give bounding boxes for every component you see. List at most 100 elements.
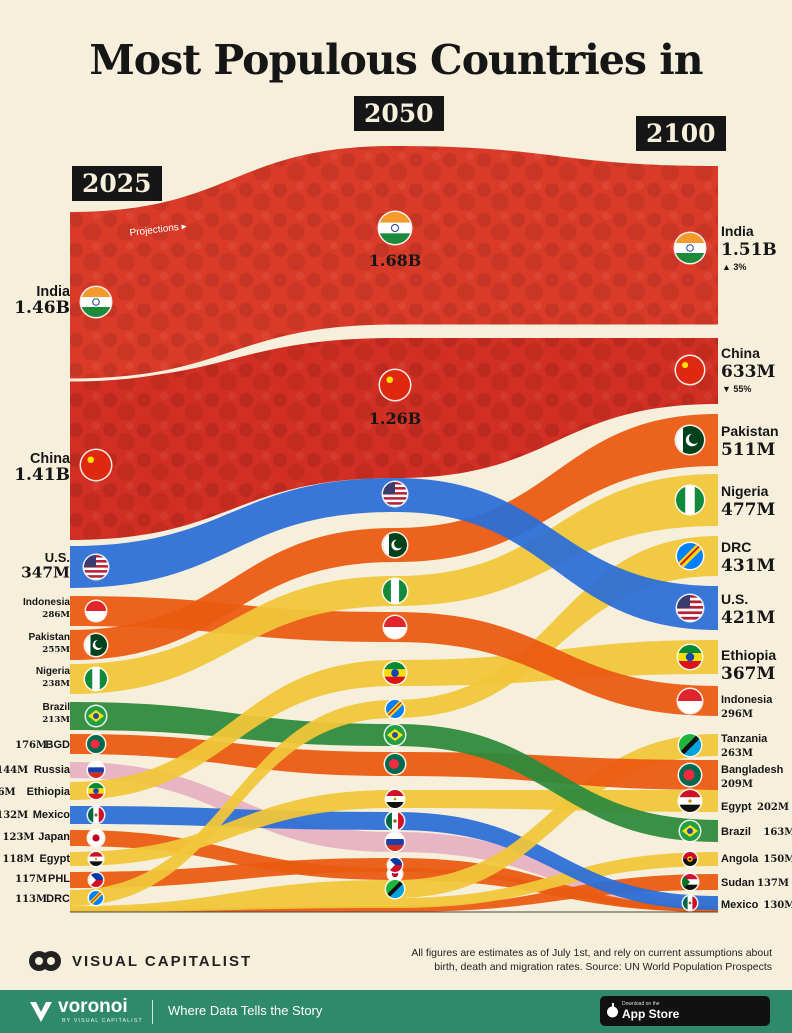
flag-ethiopia-2025-art [88, 783, 104, 799]
flag-indonesia-2050-stripe [384, 627, 406, 638]
flag-tanzania-2050-art [386, 880, 404, 898]
label-2025-india-name: India [36, 284, 71, 300]
app-store-text: App Store [622, 1007, 680, 1021]
crowd-texture-china-a [70, 338, 395, 540]
flag-russia-2050-stripe [386, 833, 404, 839]
flag-us-2025 [82, 553, 110, 581]
flag-ethiopia-2050-stripe [384, 676, 406, 684]
label-2100-pakistan-value: 511M [721, 440, 775, 460]
flag-pakistan-2025 [83, 632, 109, 658]
flag-india-2025-stripe [81, 297, 111, 307]
band-nigeria-2025-2050 [70, 576, 395, 694]
flag-egypt-2025-stripe [89, 861, 103, 866]
label-2025-ethiopia-name: Ethiopia [27, 786, 71, 798]
flag-ethiopia-2050-stripe [384, 662, 406, 670]
band-angola-2050-2100 [395, 852, 718, 908]
band-egypt-2050-2100 [395, 790, 718, 812]
band-tanzania [70, 734, 718, 910]
flag-ethiopia-2100-stripe [678, 645, 702, 653]
label-2025-india-value: 1.46B [14, 298, 70, 318]
band-indonesia-2025-2050 [70, 596, 395, 642]
flag-indonesia-2025-art [86, 601, 106, 621]
label-2100-mexico-value: 130M [763, 900, 792, 911]
label-2100-tanzania-value: 263M [721, 748, 753, 759]
flag-brazil-2025-globe [93, 713, 99, 719]
flag-mexico-2025 [86, 805, 106, 825]
india-china-separator [69, 324, 718, 382]
flag-nigeria-2050 [381, 577, 409, 605]
flag-mexico-2100-eagle [688, 901, 692, 905]
band-russia-2050-2100 [395, 832, 718, 910]
app-store-button[interactable]: Download on the App Store [600, 996, 770, 1026]
label-2100-us-name: U.S. [721, 591, 748, 607]
flag-sudan-2100-stripe [682, 884, 698, 890]
footer-bar: voronoi BY VISUAL CAPITALIST Where Data … [0, 990, 792, 1033]
flag-russia-2025-stripe [88, 772, 104, 778]
flag-egypt-2100-art [679, 790, 701, 812]
flag-mexico-2100-stripe [683, 896, 688, 910]
flag-indonesia-2100-art [678, 689, 702, 713]
flag-indonesia-2025-stripe [86, 601, 106, 611]
label-2100-tanzania-name: Tanzania [721, 733, 768, 745]
flag-egypt-2025 [87, 850, 105, 868]
flag-indonesia-2050-stripe [384, 616, 406, 627]
flag-us-2050 [381, 480, 409, 508]
flag-russia-2050-stripe [386, 845, 404, 851]
label-2025-pakistan-value: 255M [42, 645, 70, 655]
flag-mexico-2100 [681, 894, 699, 912]
label-2050-india-value: 1.68B [369, 251, 422, 270]
label-2100-india-change: ▲ 3% [722, 262, 746, 272]
flag-nigeria-2025-art [85, 668, 107, 690]
flag-japan-2025 [86, 828, 106, 848]
label-2025-mexico-value: 132M [0, 810, 28, 821]
year-label-2025: 2025 [72, 166, 162, 201]
flag-sudan-2100 [680, 872, 700, 892]
label-2025-phl-value: 117M [15, 874, 47, 885]
label-2100-india-value: 1.51B [721, 240, 777, 260]
label-2025-china-value: 1.41B [14, 465, 70, 485]
label-2025-brazil-value: 213M [42, 715, 70, 725]
band-bgd-2050-2100 [395, 752, 718, 790]
label-2025-phl-name: PHL [48, 873, 70, 885]
label-2025-drc-name: DRC [46, 893, 70, 905]
flag-angola-2100-emblem [687, 856, 693, 862]
flag-nigeria-2025 [83, 666, 109, 692]
flag-brazil-2025-art [86, 706, 106, 726]
flag-us-2100 [675, 593, 705, 623]
flag-india-2025-stripe [81, 287, 111, 297]
label-2025-us-name: U.S. [45, 550, 70, 565]
flag-brazil-2100-art [680, 821, 700, 841]
flag-nigeria-2050-stripe [399, 579, 407, 603]
band-tanzania-2025-2050 [70, 880, 395, 910]
flag-us-2025-stripe [84, 570, 108, 573]
label-2100-brazil-name: Brazil [721, 826, 751, 838]
app-store-small-text: Download on the [622, 1001, 660, 1007]
band-drc-2025-2050 [70, 700, 395, 906]
flag-bangladesh-2100 [677, 762, 703, 788]
flag-bangladesh-2100-art [679, 764, 701, 786]
flag-pakistan-2100-stripe [676, 426, 683, 454]
flag-nigeria-2100-stripe [694, 486, 704, 514]
flag-russia-2050-art [386, 833, 404, 851]
flag-indonesia-2050 [382, 614, 408, 640]
flag-ethiopia-2025-emblem [93, 788, 99, 794]
band-mexico-2050-2100 [395, 812, 718, 910]
flag-egypt-2100 [677, 788, 703, 814]
label-2100-bgd-name: Bangladesh [721, 764, 784, 776]
flag-angola-2100-stripe [683, 852, 697, 859]
label-2100-angola-value: 150M [763, 854, 792, 865]
year-label-2050: 2050 [354, 96, 444, 131]
flag-tanzania-2100-art [679, 734, 701, 756]
flag-brazil-2100 [678, 819, 702, 843]
flag-pakistan-2100 [674, 424, 706, 456]
label-2100-india-name: India [721, 223, 754, 239]
flag-mexico-2100-art [683, 896, 697, 910]
flag-india-2050 [377, 210, 413, 246]
flag-indonesia-2025-stripe [86, 611, 106, 621]
flag-drc-2100 [675, 541, 705, 571]
flag-china-2100-stripe [676, 356, 704, 384]
flag-pakistan-2100-crescent-cut [688, 433, 700, 444]
flag-ethiopia-2100-art [678, 645, 702, 669]
flag-tanzania-2100 [677, 732, 703, 758]
flag-bangladesh-2100-disc [683, 769, 695, 781]
